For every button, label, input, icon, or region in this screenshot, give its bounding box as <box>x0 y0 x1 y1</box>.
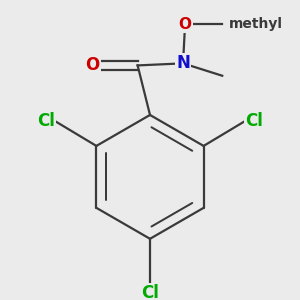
Text: Cl: Cl <box>245 112 263 130</box>
Text: methyl: methyl <box>228 17 282 31</box>
Text: O: O <box>85 56 99 74</box>
Text: Cl: Cl <box>141 284 159 300</box>
Text: Cl: Cl <box>37 112 55 130</box>
Text: O: O <box>178 16 192 32</box>
Text: N: N <box>176 54 190 72</box>
